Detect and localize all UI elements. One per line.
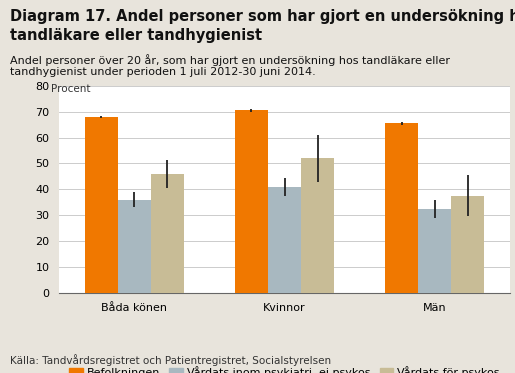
- Text: Procent: Procent: [52, 84, 91, 94]
- Bar: [118, 200, 151, 293]
- Bar: [451, 196, 484, 293]
- Bar: [268, 187, 301, 293]
- Bar: [385, 123, 418, 293]
- Bar: [418, 209, 451, 293]
- Bar: [301, 158, 334, 293]
- Bar: [151, 174, 184, 293]
- Bar: [85, 117, 118, 293]
- Text: tandläkare eller tandhygienist: tandläkare eller tandhygienist: [10, 28, 263, 43]
- Legend: Befolkningen, Vårdats inom psykiatri, ej psykos, Vårdats för psykos: Befolkningen, Vårdats inom psykiatri, ej…: [65, 362, 504, 373]
- Text: Källa: Tandvårdsregistret och Patientregistret, Socialstyrelsen: Källa: Tandvårdsregistret och Patientreg…: [10, 354, 332, 366]
- Text: tandhygienist under perioden 1 juli 2012-30 juni 2014.: tandhygienist under perioden 1 juli 2012…: [10, 67, 316, 77]
- Text: Andel personer över 20 år, som har gjort en undersökning hos tandläkare eller: Andel personer över 20 år, som har gjort…: [10, 54, 450, 66]
- Text: Diagram 17. Andel personer som har gjort en undersökning hos: Diagram 17. Andel personer som har gjort…: [10, 9, 515, 24]
- Bar: [235, 110, 268, 293]
